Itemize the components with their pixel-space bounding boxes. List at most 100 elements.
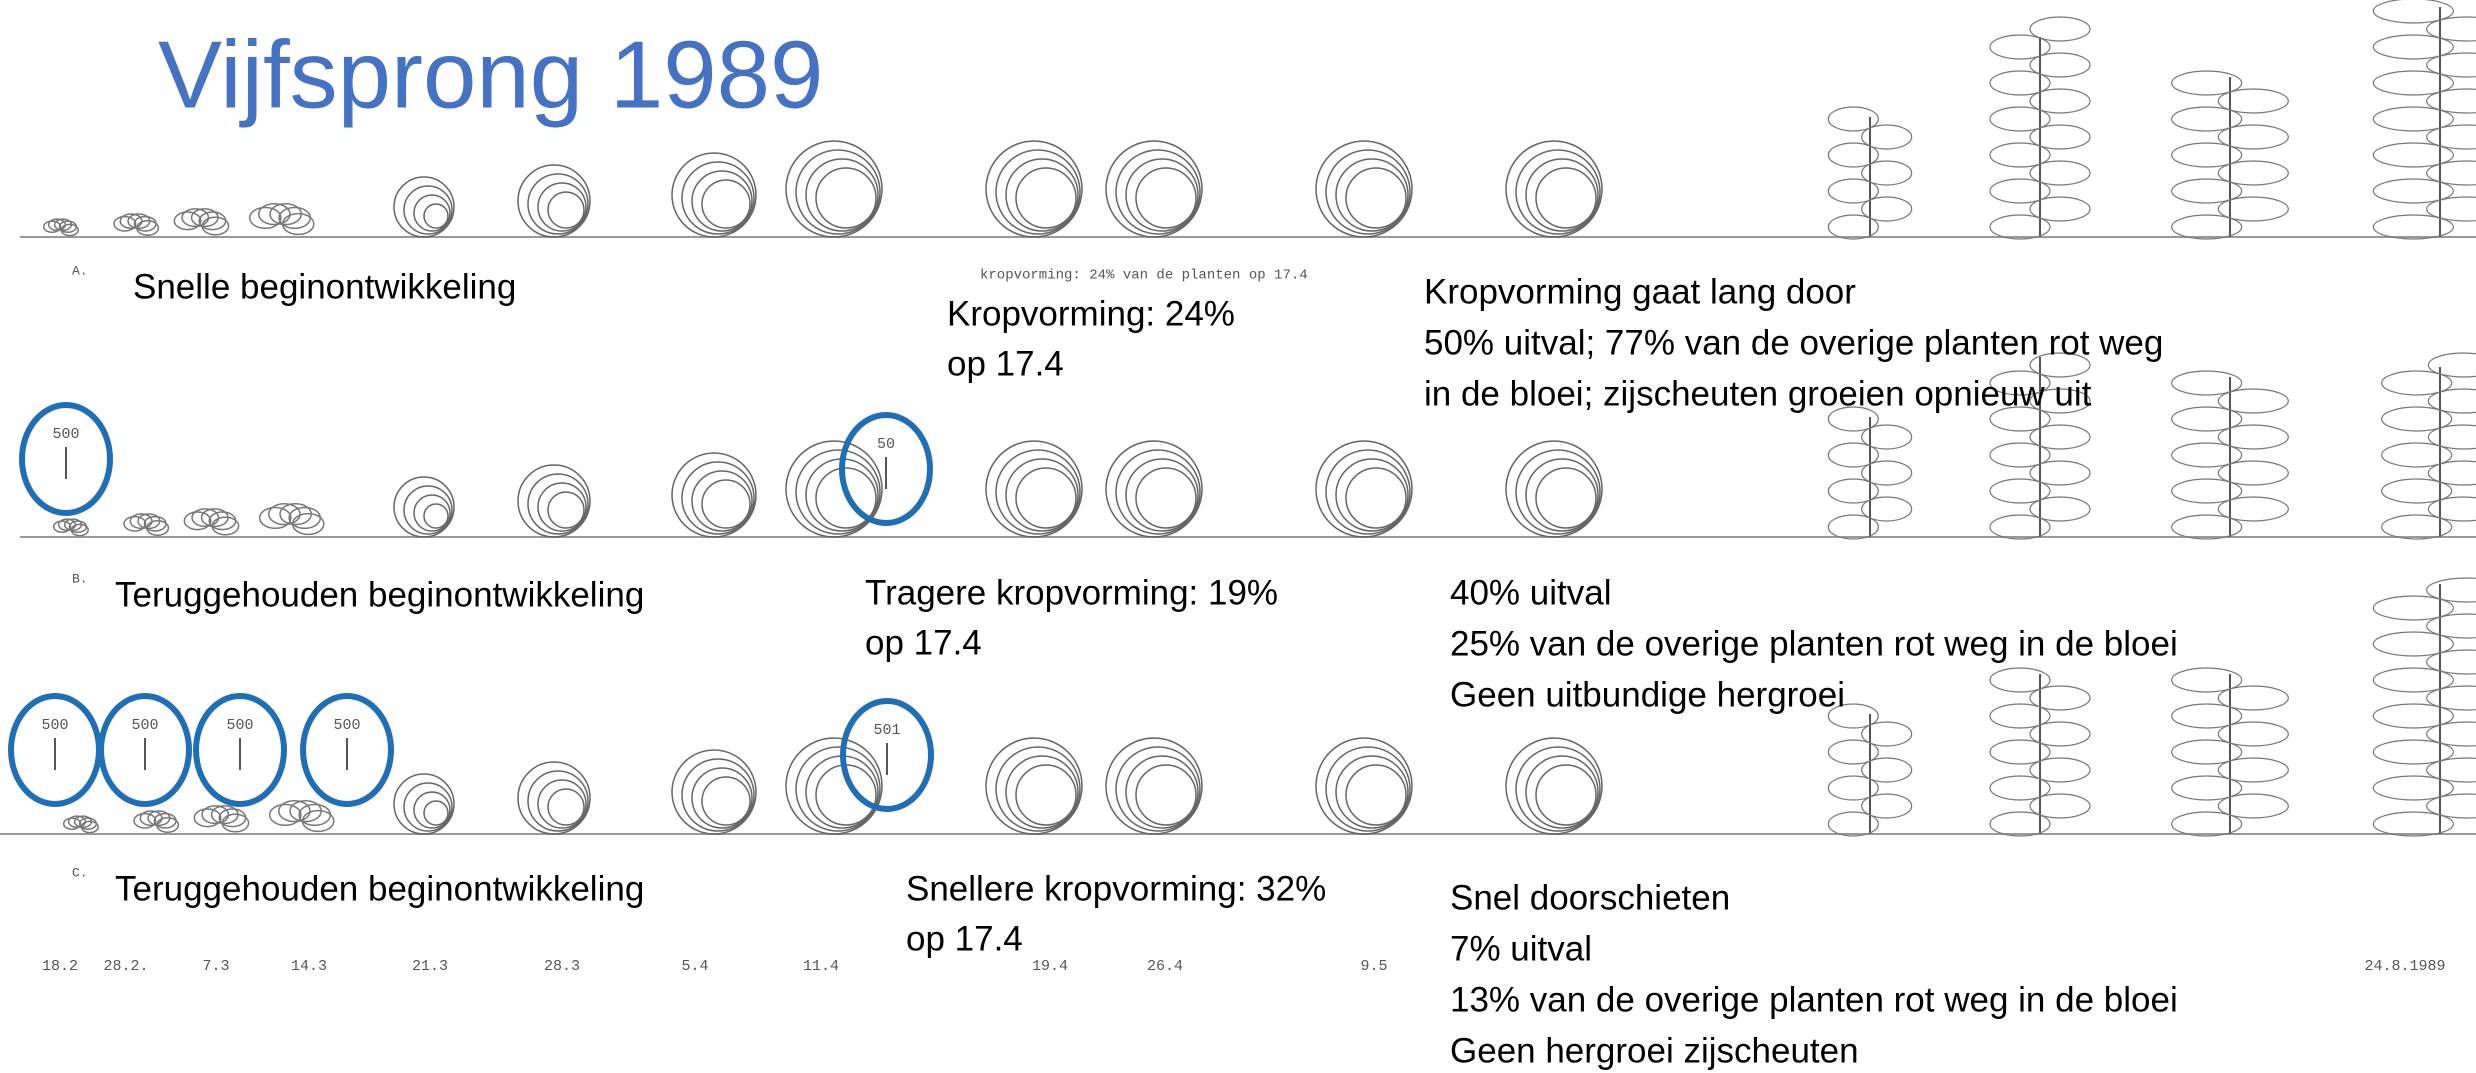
leaf	[702, 180, 750, 228]
lettuce-head	[1316, 141, 1412, 237]
stage3-text: Geen hergroei zijscheuten	[1450, 1031, 1859, 1070]
row-letter: A.	[72, 263, 88, 278]
stage2-text: op 17.4	[865, 623, 982, 662]
stage3-text: Geen uitbundige hergroei	[1450, 675, 1845, 714]
marker-label: 500	[131, 717, 158, 734]
date-label: 24.8.1989	[2364, 958, 2445, 975]
date-label: 7.3	[202, 958, 229, 975]
leaf	[702, 777, 750, 825]
bolting-plant	[2373, 578, 2476, 836]
leaf	[1136, 468, 1196, 528]
leaf	[2427, 125, 2476, 149]
leaf	[54, 521, 71, 532]
leaf	[2172, 668, 2242, 692]
marker-label: 50	[877, 436, 895, 453]
leaf	[2427, 722, 2476, 746]
lettuce-head	[786, 441, 882, 537]
lettuce-head	[1106, 738, 1202, 834]
caption: kropvorming: 24% van de planten op 17.4	[980, 268, 1308, 284]
date-label: 18.2	[42, 958, 78, 975]
leaf	[538, 780, 586, 828]
stage3-text: 7% uitval	[1450, 929, 1592, 968]
lettuce-head	[672, 153, 756, 237]
leaf	[1136, 765, 1196, 825]
stage2-text: Tragere kropvorming: 19%	[865, 573, 1278, 612]
lettuce-head	[518, 465, 590, 537]
stage3-text: Snel doorschieten	[1450, 878, 1730, 917]
bolting-plant	[1990, 17, 2090, 239]
leaf	[548, 192, 584, 228]
leaf	[404, 186, 452, 234]
date-label: 28.3	[544, 958, 580, 975]
stage3-text: 50% uitval; 77% van de overige planten r…	[1424, 323, 2163, 362]
plant	[44, 219, 79, 236]
date-label: 21.3	[412, 958, 448, 975]
lettuce-head	[1506, 441, 1602, 537]
lettuce-head	[1316, 441, 1412, 537]
slide: Vijfsprong 1989 A.Snelle beginontwikkeli…	[0, 0, 2476, 1073]
leaf	[2427, 197, 2476, 221]
stage2-text: Kropvorming: 24%	[947, 294, 1235, 333]
date-label: 5.4	[681, 958, 708, 975]
leaf	[702, 480, 750, 528]
lettuce-head	[394, 477, 454, 537]
leaf	[816, 168, 876, 228]
plant	[194, 806, 248, 832]
plant	[54, 519, 89, 536]
leaf	[260, 507, 291, 528]
marker-label: 500	[333, 717, 360, 734]
bolting-plant	[2373, 0, 2476, 239]
leaf	[1346, 468, 1406, 528]
plant	[174, 209, 228, 235]
lettuce-head	[986, 441, 1082, 537]
lettuce-head	[1316, 738, 1412, 834]
leaf	[1346, 168, 1406, 228]
marker-label: 501	[873, 722, 900, 739]
marker-label: 500	[41, 717, 68, 734]
lettuce-head	[1506, 738, 1602, 834]
bolting-plant	[2172, 371, 2289, 539]
leaf	[2427, 161, 2476, 185]
leaf	[44, 221, 61, 232]
leaf	[548, 789, 584, 825]
leaf	[2427, 614, 2476, 638]
leaf	[2172, 71, 2242, 95]
lettuce-head	[672, 750, 756, 834]
leaf	[404, 486, 452, 534]
lettuce-head	[986, 738, 1082, 834]
slide-title: Vijfsprong 1989	[158, 21, 823, 128]
leaf	[174, 212, 200, 230]
bolting-plant	[1828, 704, 1911, 836]
date-label: 28.2.	[103, 958, 148, 975]
lettuce-head	[1106, 141, 1202, 237]
lettuce-head	[786, 738, 882, 834]
date-label: 19.4	[1032, 958, 1068, 975]
leaf	[1536, 765, 1596, 825]
stage3-text: 25% van de overige planten rot weg in de…	[1450, 624, 2178, 663]
row-letter: C.	[72, 865, 88, 880]
row-label: Teruggehouden beginontwikkeling	[115, 869, 644, 908]
lettuce-head	[394, 177, 454, 237]
leaf	[2427, 53, 2476, 77]
leaf	[414, 495, 450, 531]
leaf	[2427, 758, 2476, 782]
lettuce-head	[518, 165, 590, 237]
leaf	[64, 818, 81, 829]
leaf	[2427, 650, 2476, 674]
leaf	[2030, 17, 2090, 41]
stage3-text: in de bloei; zijscheuten groeien opnieuw…	[1424, 374, 2092, 413]
leaf	[2427, 794, 2476, 818]
lettuce-head	[518, 762, 590, 834]
row-letter: B.	[72, 571, 88, 586]
plant	[64, 816, 99, 833]
leaf	[404, 783, 452, 831]
stage3-text: Kropvorming gaat lang door	[1424, 272, 1856, 311]
plant	[250, 204, 314, 235]
plant	[260, 504, 324, 535]
leaf	[1016, 168, 1076, 228]
row-label: Teruggehouden beginontwikkeling	[115, 575, 644, 614]
leaf	[184, 512, 210, 530]
leaf	[414, 792, 450, 828]
lettuce-head	[1506, 141, 1602, 237]
